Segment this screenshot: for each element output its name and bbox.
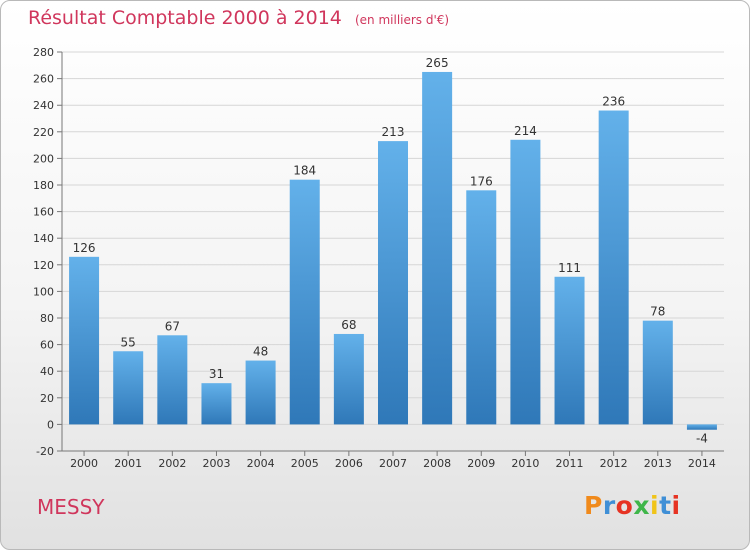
y-tick-label: 140 bbox=[33, 232, 54, 245]
bar-value-label: 67 bbox=[165, 319, 180, 333]
bar-value-label: 48 bbox=[253, 345, 268, 359]
commune-name: MESSY bbox=[37, 495, 105, 519]
y-tick-label: 200 bbox=[33, 152, 54, 165]
bar-value-label: -4 bbox=[696, 432, 708, 446]
x-tick-label: 2000 bbox=[70, 457, 98, 470]
x-tick-label: 2005 bbox=[291, 457, 319, 470]
proxiti-logo: Proxiti bbox=[584, 491, 681, 520]
bar-value-label: 55 bbox=[121, 335, 136, 349]
y-tick-label: 100 bbox=[33, 285, 54, 298]
bar-value-label: 184 bbox=[293, 164, 316, 178]
bar-value-label: 126 bbox=[73, 241, 96, 255]
bar bbox=[289, 179, 320, 425]
y-tick-label: -20 bbox=[36, 445, 54, 458]
x-tick-label: 2008 bbox=[423, 457, 451, 470]
logo-letter: x bbox=[633, 491, 650, 520]
x-tick-label: 2003 bbox=[202, 457, 230, 470]
bar bbox=[422, 71, 453, 425]
y-tick-label: 40 bbox=[40, 365, 54, 378]
bar bbox=[113, 351, 144, 425]
y-tick-labels: -20 0 20 40 60 80 100 120 140 160 180 200 220 240 260 2… bbox=[33, 46, 54, 458]
y-tick-label: 80 bbox=[40, 312, 54, 325]
x-tick-label: 2006 bbox=[335, 457, 363, 470]
bar bbox=[554, 276, 585, 425]
logo-letter: o bbox=[615, 491, 634, 520]
y-tick-label: 220 bbox=[33, 126, 54, 139]
x-tick-label: 2004 bbox=[247, 457, 275, 470]
logo-letter: i bbox=[671, 491, 681, 520]
x-tick-label: 2002 bbox=[158, 457, 186, 470]
x-tick-label: 2009 bbox=[467, 457, 495, 470]
chart-title: Résultat Comptable 2000 à 2014 bbox=[28, 7, 342, 29]
x-tick-label: 2001 bbox=[114, 457, 142, 470]
y-tick-label: 240 bbox=[33, 99, 54, 112]
x-tick-label: 2012 bbox=[600, 457, 628, 470]
logo-letter: t bbox=[659, 491, 672, 520]
bar-value-label: 236 bbox=[602, 95, 625, 109]
bar bbox=[686, 424, 717, 430]
logo-letter: i bbox=[650, 491, 660, 520]
y-tick-label: 180 bbox=[33, 179, 54, 192]
x-tick-label: 2013 bbox=[644, 457, 672, 470]
bar bbox=[245, 360, 276, 425]
bar-value-label: 31 bbox=[209, 367, 224, 381]
bars bbox=[69, 71, 717, 430]
y-tick-label: 260 bbox=[33, 73, 54, 86]
bar bbox=[642, 320, 673, 425]
y-tick-label: 20 bbox=[40, 392, 54, 405]
logo-letter: r bbox=[602, 491, 616, 520]
bar bbox=[466, 190, 497, 425]
bar-value-label: 265 bbox=[426, 56, 449, 70]
x-tick-label: 2014 bbox=[688, 457, 716, 470]
bar-value-label: 68 bbox=[341, 318, 356, 332]
logo-letter: P bbox=[584, 491, 603, 520]
y-tick-label: 120 bbox=[33, 259, 54, 272]
x-tick-label: 2011 bbox=[556, 457, 584, 470]
y-tick-label: 160 bbox=[33, 206, 54, 219]
bar-value-label: 214 bbox=[514, 124, 537, 138]
bar-value-label: 213 bbox=[382, 125, 405, 139]
bar bbox=[157, 335, 188, 425]
x-tick-label: 2010 bbox=[511, 457, 539, 470]
bar bbox=[378, 141, 408, 425]
y-tick-label: 280 bbox=[33, 46, 54, 59]
chart-title-block: Résultat Comptable 2000 à 2014 (en milli… bbox=[28, 7, 449, 29]
bar bbox=[598, 110, 629, 425]
bar-value-label: 176 bbox=[470, 174, 493, 188]
x-tick-labels: 2000 2001 2002 2003 2004 2005 2006 2007 2008 2009… bbox=[70, 451, 716, 470]
chart-subtitle: (en milliers d'€) bbox=[354, 13, 450, 27]
bar-value-label: 78 bbox=[650, 305, 665, 319]
y-tick-label: 60 bbox=[40, 339, 54, 352]
y-tick-label: 0 bbox=[47, 418, 54, 431]
bar bbox=[510, 139, 541, 425]
x-tick-label: 2007 bbox=[379, 457, 407, 470]
bar-value-label: 111 bbox=[558, 261, 581, 275]
bar bbox=[333, 333, 364, 425]
value-labels: 126 55 67 31 48 184 68 213 265 176 214 111 236 78 -4 bbox=[73, 56, 708, 446]
bar bbox=[69, 256, 100, 425]
bar bbox=[201, 383, 232, 425]
